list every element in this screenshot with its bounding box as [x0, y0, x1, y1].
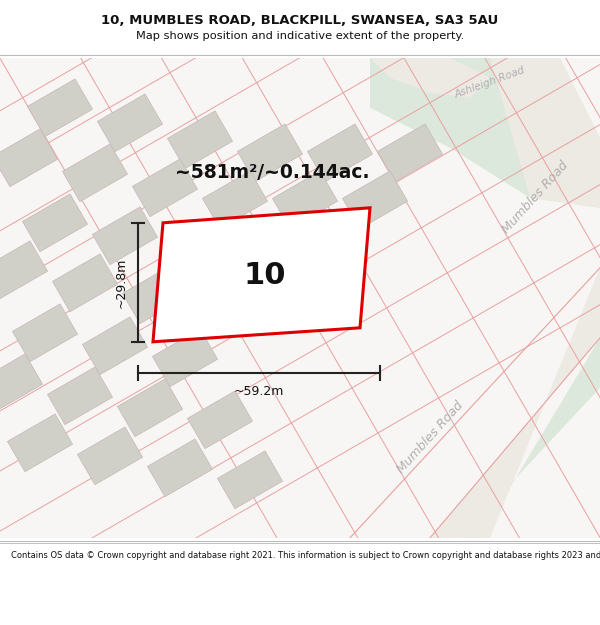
Polygon shape	[370, 58, 490, 98]
Text: Contains OS data © Crown copyright and database right 2021. This information is : Contains OS data © Crown copyright and d…	[11, 551, 600, 560]
Polygon shape	[153, 208, 370, 342]
Polygon shape	[232, 231, 298, 289]
Text: Ashleigh Road: Ashleigh Road	[454, 66, 527, 100]
Polygon shape	[92, 207, 158, 265]
Polygon shape	[22, 194, 88, 252]
Polygon shape	[163, 219, 227, 277]
Text: ~59.2m: ~59.2m	[234, 385, 284, 398]
Text: ~29.8m: ~29.8m	[115, 257, 128, 308]
Text: Mumbles Road: Mumbles Road	[394, 399, 466, 476]
Polygon shape	[217, 451, 283, 509]
Polygon shape	[193, 281, 257, 339]
Polygon shape	[52, 254, 118, 312]
Polygon shape	[307, 124, 373, 182]
Polygon shape	[202, 171, 268, 229]
Polygon shape	[302, 231, 368, 289]
Polygon shape	[133, 159, 197, 217]
Polygon shape	[122, 266, 188, 324]
Polygon shape	[13, 304, 77, 362]
Polygon shape	[272, 171, 338, 229]
Text: Map shows position and indicative extent of the property.: Map shows position and indicative extent…	[136, 31, 464, 41]
Polygon shape	[187, 391, 253, 449]
Polygon shape	[82, 317, 148, 375]
Polygon shape	[420, 338, 600, 538]
Polygon shape	[0, 241, 47, 299]
Polygon shape	[343, 171, 407, 229]
Text: ~581m²/~0.144ac.: ~581m²/~0.144ac.	[175, 163, 370, 182]
Text: 10, MUMBLES ROAD, BLACKPILL, SWANSEA, SA3 5AU: 10, MUMBLES ROAD, BLACKPILL, SWANSEA, SA…	[101, 14, 499, 27]
Text: Mumbles Road: Mumbles Road	[499, 159, 571, 236]
Polygon shape	[490, 58, 600, 208]
Polygon shape	[0, 129, 58, 187]
Polygon shape	[350, 268, 600, 538]
Polygon shape	[77, 427, 143, 485]
Polygon shape	[97, 94, 163, 152]
Polygon shape	[152, 329, 218, 387]
Polygon shape	[148, 439, 212, 497]
Polygon shape	[238, 124, 302, 182]
Polygon shape	[28, 79, 92, 137]
Polygon shape	[167, 111, 233, 169]
Polygon shape	[62, 144, 128, 202]
Text: 10: 10	[244, 261, 286, 290]
Polygon shape	[118, 379, 182, 437]
Polygon shape	[377, 124, 443, 182]
Polygon shape	[0, 354, 43, 412]
Polygon shape	[7, 414, 73, 472]
Polygon shape	[370, 58, 600, 208]
Polygon shape	[47, 367, 113, 425]
